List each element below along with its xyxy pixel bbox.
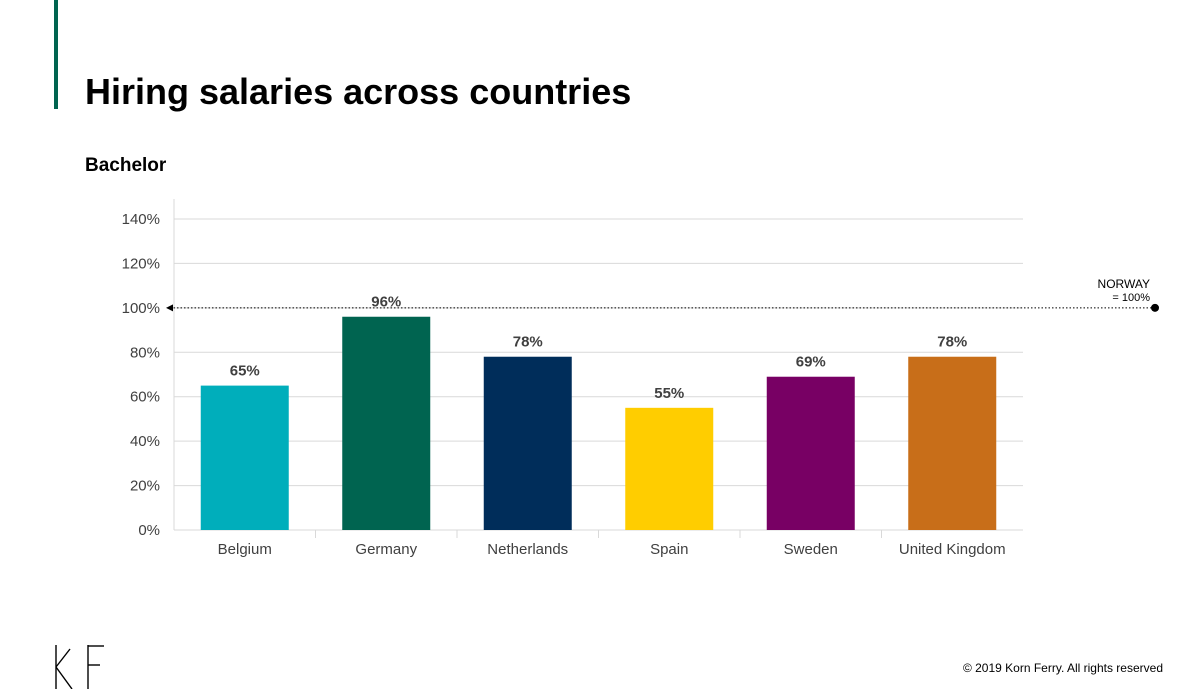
page-title: Hiring salaries across countries bbox=[85, 71, 632, 112]
bar-chart: 0% 20% 40% 60% 80% 100% 120% 140% 65% Belgium 96% G… bbox=[122, 199, 1159, 558]
data-label: 65% bbox=[230, 363, 260, 380]
korn-ferry-logo bbox=[55, 645, 104, 689]
bar bbox=[342, 316, 431, 530]
x-tick-label: Spain bbox=[650, 541, 688, 558]
data-label: 55% bbox=[654, 385, 684, 402]
y-tick-label: 140% bbox=[122, 211, 160, 228]
y-tick-label: 120% bbox=[122, 255, 160, 272]
x-tick-label: Belgium bbox=[218, 541, 272, 558]
data-label: 78% bbox=[937, 334, 967, 351]
y-tick-label: 20% bbox=[130, 478, 160, 495]
reference-dot bbox=[1151, 303, 1159, 312]
copyright-notice: © 2019 Korn Ferry. All rights reserved bbox=[962, 661, 1163, 675]
y-tick-label: 40% bbox=[130, 433, 160, 450]
x-tick-label: Netherlands bbox=[487, 541, 568, 558]
data-label: 69% bbox=[796, 354, 826, 371]
data-label: 96% bbox=[371, 294, 401, 311]
reference-label: NORWAY bbox=[1098, 277, 1150, 291]
y-tick-label: 60% bbox=[130, 389, 160, 406]
y-tick-label: 80% bbox=[130, 344, 160, 361]
reference-arrow bbox=[166, 304, 173, 312]
bar bbox=[766, 376, 855, 530]
bar bbox=[483, 356, 572, 530]
reference-value-label: = 100% bbox=[1112, 292, 1150, 304]
x-tick-label: Sweden bbox=[784, 541, 838, 558]
bar bbox=[908, 356, 997, 530]
y-tick-label: 100% bbox=[122, 300, 160, 317]
bar bbox=[625, 407, 714, 530]
chart-subtitle: Bachelor bbox=[85, 155, 167, 176]
data-label: 78% bbox=[513, 334, 543, 351]
bar bbox=[200, 385, 289, 530]
accent-bar bbox=[54, 0, 58, 109]
x-tick-label: United Kingdom bbox=[899, 541, 1006, 558]
x-tick-label: Germany bbox=[355, 541, 417, 558]
y-tick-label: 0% bbox=[138, 522, 160, 539]
